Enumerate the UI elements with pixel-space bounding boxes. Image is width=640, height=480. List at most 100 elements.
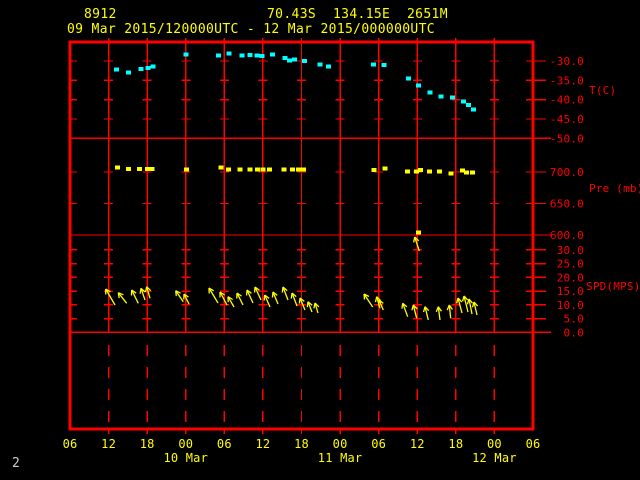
- wind-arrow: [298, 297, 306, 311]
- wind-arrow-head: [282, 286, 288, 292]
- temperature-point: [449, 95, 455, 100]
- wind-arrow: [183, 293, 190, 305]
- wind-arrow-head: [118, 292, 124, 296]
- wind-arrow-shaft: [208, 287, 219, 304]
- pressure-point: [218, 165, 224, 170]
- wind-arrow-head: [307, 301, 313, 306]
- wind-arrow: [466, 298, 473, 315]
- wind-arrow: [306, 301, 313, 313]
- temperature-point: [405, 76, 411, 81]
- temperature-point: [270, 52, 276, 57]
- pressure-point: [260, 167, 266, 172]
- wind-arrow-head: [374, 296, 378, 303]
- wind-arrow-head: [298, 297, 301, 304]
- wind-arrow: [105, 288, 116, 306]
- wind-arrow-head: [227, 296, 234, 301]
- temperature-point: [465, 103, 471, 107]
- temperature-point: [460, 99, 466, 104]
- y-tick-label: 5.0: [564, 313, 584, 326]
- wind-arrow-head: [446, 304, 450, 311]
- wind-arrow: [139, 287, 146, 301]
- wind-arrow: [363, 293, 374, 308]
- wind-arrow-shaft: [412, 304, 418, 319]
- wind-arrow-shaft: [424, 306, 429, 321]
- wind-arrow-head: [139, 288, 142, 294]
- temperature-point: [370, 62, 376, 67]
- wind-arrow: [446, 304, 453, 319]
- wind-arrow-head: [377, 299, 380, 306]
- wind-arrow-shaft: [264, 294, 271, 308]
- wind-arrow-shaft: [463, 295, 469, 313]
- pressure-point: [414, 169, 420, 174]
- wind-arrow-head: [219, 291, 225, 296]
- wind-arrow-head: [435, 306, 439, 313]
- pressure-point: [415, 230, 421, 235]
- station-id: 8912: [84, 7, 117, 22]
- wind-arrow-shaft: [363, 293, 374, 308]
- wind-arrow: [219, 291, 228, 306]
- x-tick-label: 06: [63, 437, 78, 451]
- wind-arrow: [435, 306, 443, 321]
- y-tick-label: 0.0: [564, 326, 584, 339]
- wind-arrow: [271, 291, 279, 305]
- station-elevation: 2651M: [407, 7, 448, 22]
- wind-arrow-shaft: [246, 289, 254, 304]
- y-tick-label: 20.0: [557, 271, 584, 284]
- wind-arrow-shaft: [105, 288, 116, 306]
- wind-arrow-shaft: [146, 286, 151, 299]
- wind-arrow-head: [313, 302, 316, 309]
- wind-arrow-head: [378, 299, 384, 304]
- pressure-point: [436, 169, 442, 174]
- temperature-point: [114, 67, 120, 72]
- wind-arrow-head: [131, 289, 137, 294]
- x-tick-label: 00: [178, 437, 193, 451]
- temperature-point: [470, 107, 476, 112]
- pressure-point: [266, 167, 272, 172]
- wind-arrow: [253, 286, 262, 301]
- wind-arrow-head: [236, 292, 242, 297]
- temperature-point: [301, 59, 307, 63]
- wind-arrow: [227, 296, 235, 308]
- pressure-point: [255, 167, 261, 172]
- wind-arrow-shaft: [378, 299, 384, 311]
- wind-arrow: [413, 236, 420, 252]
- wind-arrow-head: [402, 302, 408, 308]
- wind-arrow-shaft: [131, 289, 139, 304]
- pressure-point: [247, 167, 253, 172]
- speed-axis-unit-label: SPD(MPS): [586, 280, 640, 293]
- pressure-point: [184, 167, 190, 172]
- pressure-point: [371, 168, 377, 172]
- y-tick-label: 15.0: [557, 285, 584, 298]
- pressure-point: [405, 169, 411, 174]
- temperature-point: [381, 63, 387, 67]
- wind-arrow: [456, 297, 463, 314]
- wind-arrow-head: [290, 292, 293, 299]
- x-tick-label: 06: [371, 437, 386, 451]
- wind-arrow-head: [363, 293, 366, 300]
- wind-arrow: [401, 302, 409, 317]
- wind-arrow-shaft: [254, 286, 262, 301]
- wind-arrow-shaft: [175, 290, 184, 303]
- y-tick-label: -50.0: [550, 132, 584, 145]
- wind-arrow-head: [144, 286, 148, 293]
- pressure-point: [300, 167, 306, 172]
- x-tick-label: 00: [487, 437, 502, 451]
- wind-arrow: [313, 302, 320, 314]
- pressure-point: [145, 167, 150, 171]
- pressure-point: [464, 170, 470, 175]
- wind-arrow-head: [105, 288, 111, 293]
- pressure-point: [290, 167, 296, 172]
- wind-arrow-head: [466, 298, 470, 305]
- x-tick-label: 00: [333, 437, 348, 451]
- wind-arrow-shaft: [219, 291, 228, 306]
- pressure-point: [448, 171, 454, 176]
- wind-arrow-head: [291, 292, 297, 298]
- wind-arrow-head: [471, 301, 475, 308]
- wind-arrow-head: [271, 291, 274, 298]
- y-tick-label: 700.0: [550, 166, 584, 179]
- wind-arrow-head: [437, 306, 443, 312]
- wind-arrow-head: [208, 287, 215, 292]
- wind-arrow-head: [422, 306, 426, 313]
- pressure-point: [460, 168, 466, 173]
- wind-arrow-head: [314, 302, 320, 308]
